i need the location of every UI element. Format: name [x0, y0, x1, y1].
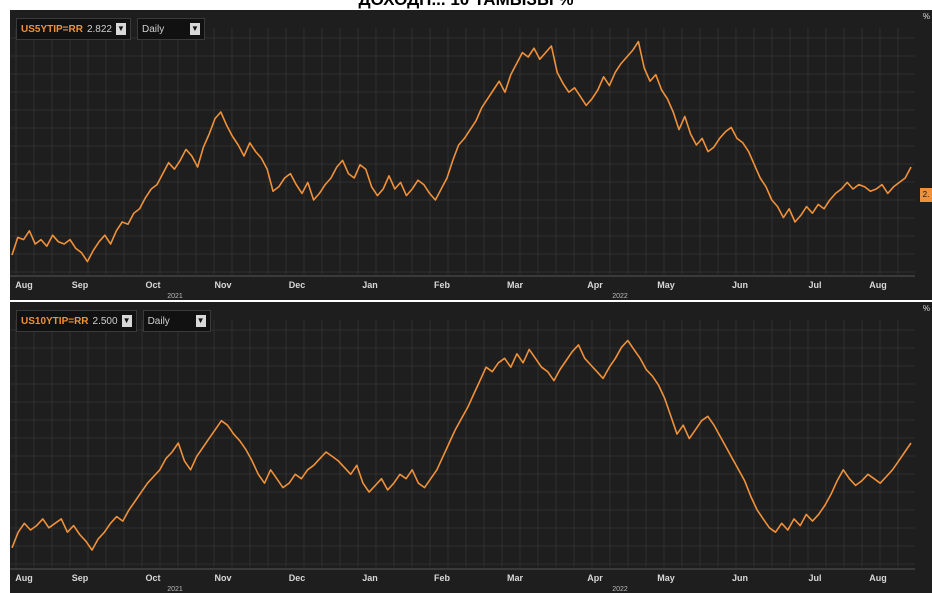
series-line[interactable]: [11, 40, 912, 263]
x-tick-label: Jun: [732, 280, 748, 290]
x-tick-label: Aug: [15, 280, 33, 290]
grid-lines: [10, 28, 915, 274]
x-tick-label: Mar: [507, 280, 524, 290]
frequency-label: Daily: [142, 23, 165, 35]
x-tick-label: Aug: [869, 573, 887, 583]
x-tick-label: May: [657, 280, 675, 290]
chevron-down-icon[interactable]: ▼: [190, 23, 200, 35]
chart-toolbar-5y: US5YTIP=RR 2.822 ▼ Daily ▼: [16, 18, 205, 40]
x-tick-label: Nov: [214, 573, 231, 583]
x-year-label: 2021: [167, 293, 183, 300]
x-tick-label: Jul: [808, 573, 821, 583]
x-tick-label: Mar: [507, 573, 524, 583]
chart-5y-plot[interactable]: Aug Sep Oct Nov Dec Jan Feb Mar Apr May Jun Jul Aug 2…: [10, 10, 932, 300]
x-tick-label: Aug: [869, 280, 887, 290]
frequency-label: Daily: [147, 315, 170, 327]
x-tick-label: Jan: [362, 280, 378, 290]
x-tick-label: Sep: [72, 573, 89, 583]
ticker-selector-5y[interactable]: US5YTIP=RR 2.822 ▼: [16, 18, 131, 40]
ticker-name: US10YTIP=RR: [21, 315, 89, 327]
x-tick-label: Jan: [362, 573, 378, 583]
chart-toolbar-10y: US10YTIP=RR 2.500 ▼ Daily ▼: [16, 310, 211, 332]
ticker-last-value: 2.500: [92, 315, 118, 327]
axis-unit-label: %: [922, 304, 930, 313]
x-tick-label: Dec: [289, 573, 306, 583]
ticker-name: US5YTIP=RR: [21, 23, 83, 35]
chart-10y-plot[interactable]: Aug Sep Oct Nov Dec Jan Feb Mar Apr May Jun Jul Aug 2…: [10, 302, 932, 593]
x-tick-label: Oct: [145, 573, 160, 583]
x-year-label: 2021: [167, 586, 183, 593]
x-tick-label: Jun: [732, 573, 748, 583]
page-title: ДОХОДН... 10 ТАМЫЗЫ %: [0, 0, 932, 10]
x-tick-label: Apr: [587, 280, 603, 290]
series-line[interactable]: [11, 339, 912, 551]
ticker-last-value: 2.822: [86, 23, 112, 35]
x-tick-label: Feb: [434, 280, 451, 290]
x-tick-label: Aug: [15, 573, 33, 583]
ticker-selector-10y[interactable]: US10YTIP=RR 2.500 ▼: [16, 310, 137, 332]
frequency-select-5y[interactable]: Daily ▼: [137, 18, 205, 40]
chart-panel-5y[interactable]: Aug Sep Oct Nov Dec Jan Feb Mar Apr May Jun Jul Aug 2…: [10, 10, 932, 300]
axis-unit-label: %: [922, 12, 930, 21]
x-tick-label: Jul: [808, 280, 821, 290]
x-tick-label: Feb: [434, 573, 451, 583]
x-year-label: 2022: [612, 586, 628, 593]
x-tick-label: Dec: [289, 280, 306, 290]
grid-lines: [10, 320, 915, 567]
x-tick-label: Apr: [587, 573, 603, 583]
frequency-select-10y[interactable]: Daily ▼: [142, 310, 211, 332]
last-value-badge: 2.: [920, 188, 932, 202]
chevron-down-icon[interactable]: ▼: [116, 23, 126, 35]
chevron-down-icon[interactable]: ▼: [195, 315, 206, 327]
x-tick-label: Oct: [145, 280, 160, 290]
chart-panel-10y[interactable]: Aug Sep Oct Nov Dec Jan Feb Mar Apr May Jun Jul Aug 2…: [10, 302, 932, 593]
x-tick-label: Nov: [214, 280, 231, 290]
x-year-label: 2022: [612, 293, 628, 300]
chevron-down-icon[interactable]: ▼: [121, 315, 132, 327]
x-tick-label: May: [657, 573, 675, 583]
x-tick-label: Sep: [72, 280, 89, 290]
